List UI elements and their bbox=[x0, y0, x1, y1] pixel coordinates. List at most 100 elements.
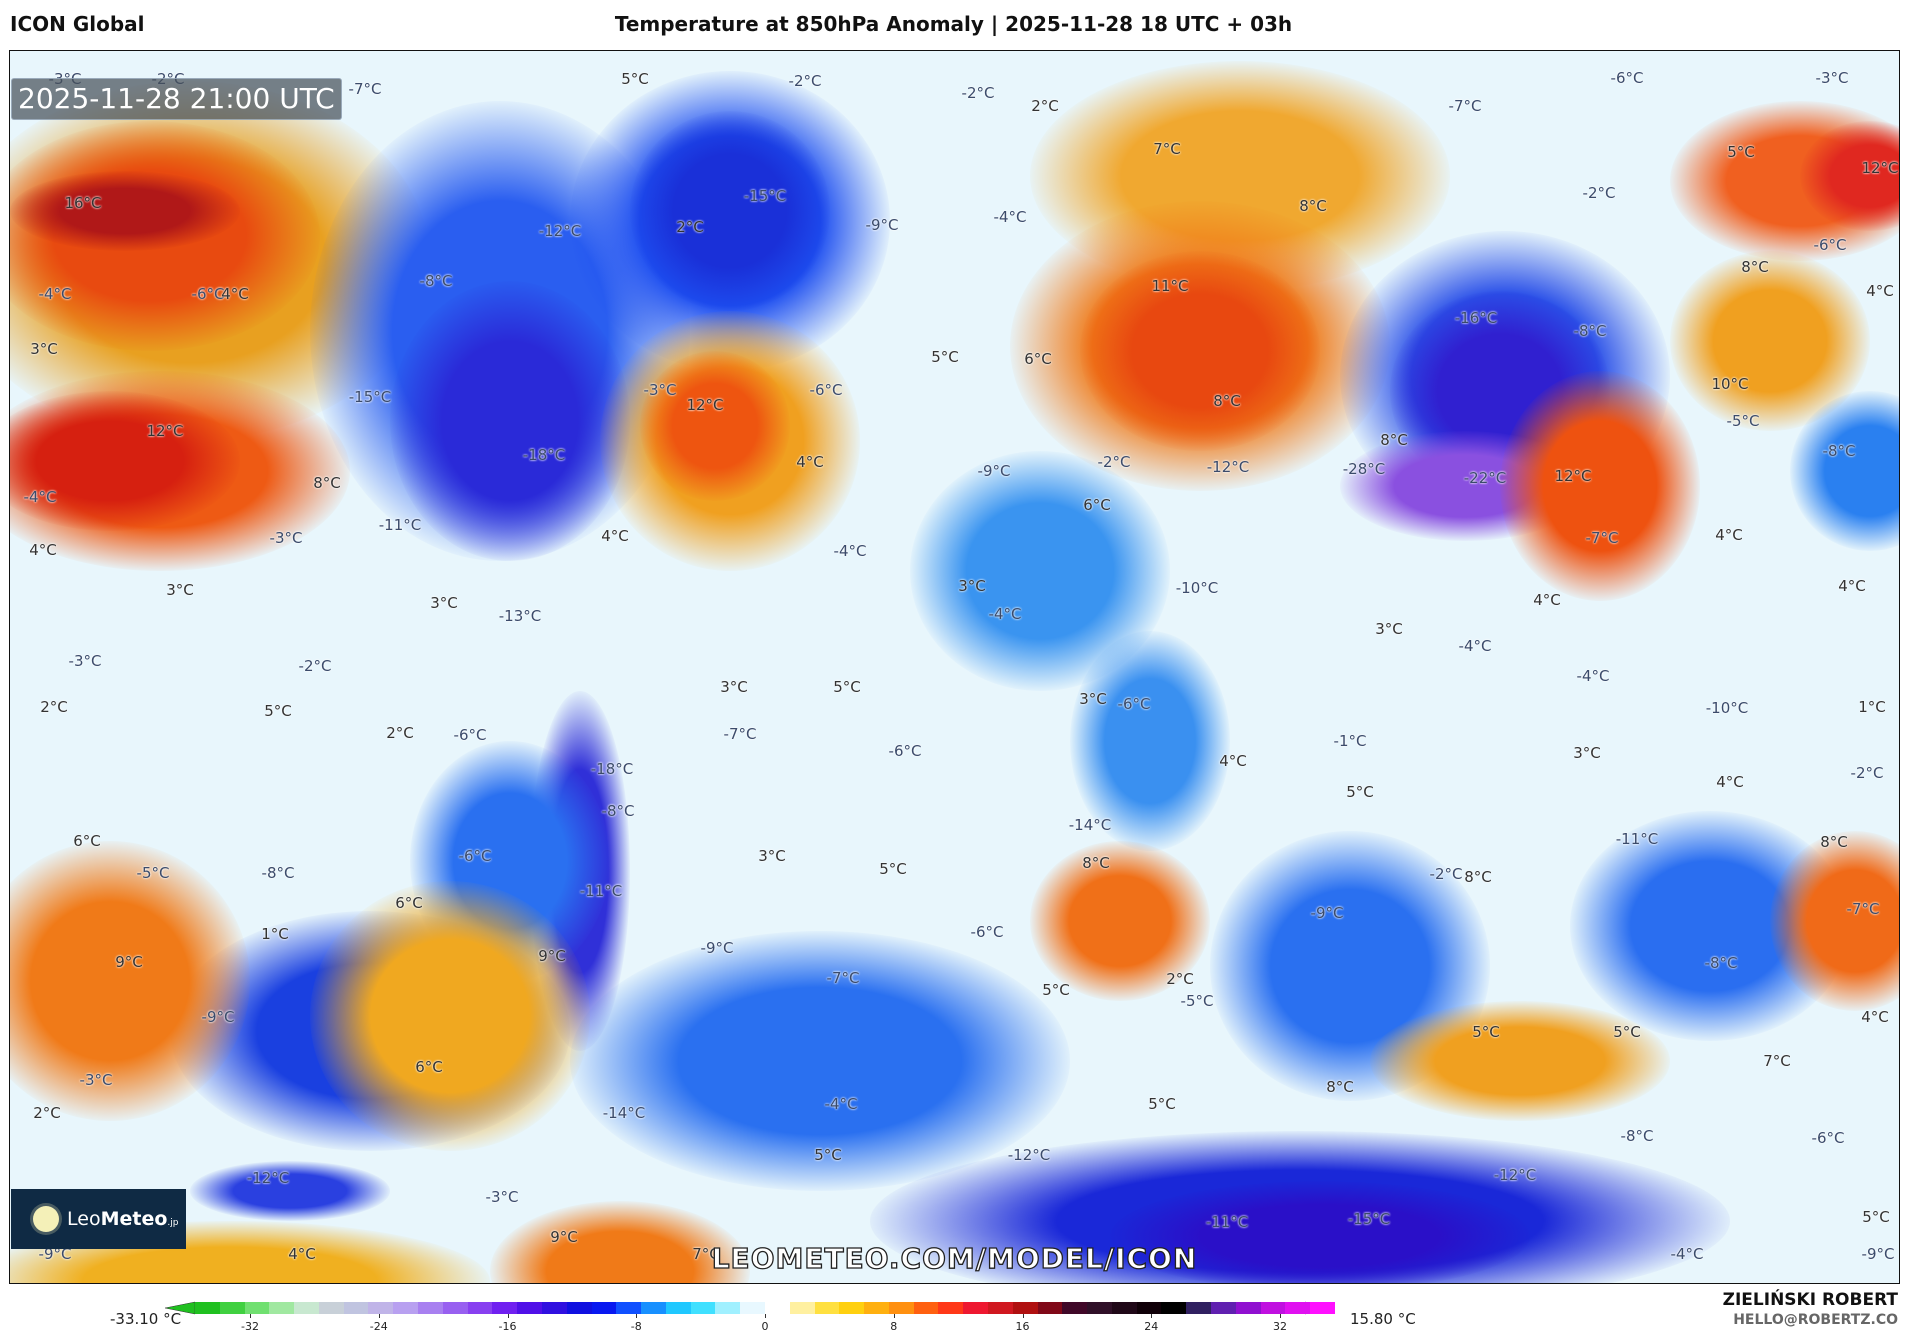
temperature-label: 2°C bbox=[676, 218, 704, 236]
temperature-label: -15°C bbox=[743, 187, 787, 205]
temperature-label: 4°C bbox=[288, 1245, 316, 1263]
temperature-label: 3°C bbox=[958, 577, 986, 595]
temperature-label: -16°C bbox=[1454, 309, 1498, 327]
temperature-label: 5°C bbox=[1613, 1023, 1641, 1041]
temperature-label: -2°C bbox=[788, 72, 822, 90]
temperature-label: -8°C bbox=[1573, 322, 1607, 340]
temperature-label: 16°C bbox=[64, 194, 102, 212]
anomaly-region bbox=[1010, 201, 1390, 491]
temperature-label: -28°C bbox=[1342, 460, 1386, 478]
anomaly-region bbox=[190, 1161, 390, 1221]
temperature-label: -15°C bbox=[1347, 1210, 1391, 1228]
temperature-label: -4°C bbox=[988, 605, 1022, 623]
temperature-label: 5°C bbox=[1346, 783, 1374, 801]
anomaly-region bbox=[1370, 1001, 1670, 1121]
temperature-label: 4°C bbox=[1716, 773, 1744, 791]
temperature-label: -8°C bbox=[1704, 954, 1738, 972]
temperature-label: 2°C bbox=[386, 724, 414, 742]
temperature-label: -9°C bbox=[201, 1008, 235, 1026]
colorbar-swatch bbox=[938, 1302, 964, 1314]
colorbar-tick-mark bbox=[507, 1314, 509, 1318]
temperature-label: -3°C bbox=[643, 381, 677, 399]
colorbar-swatch bbox=[1087, 1302, 1112, 1314]
colorbar-swatch bbox=[368, 1302, 394, 1314]
anomaly-region bbox=[1670, 251, 1870, 431]
colorbar-swatches bbox=[195, 1302, 1335, 1314]
temperature-label: 8°C bbox=[1820, 833, 1848, 851]
temperature-label: 2°C bbox=[40, 698, 68, 716]
temperature-label: 5°C bbox=[264, 702, 292, 720]
colorbar-swatch bbox=[665, 1302, 691, 1314]
colorbar-swatch bbox=[1186, 1302, 1212, 1314]
temperature-anomaly-map[interactable]: -3°C -2°C -7°C 5°C -2°C -2°C 2°C 7°C -7°C -6°C -3°… bbox=[9, 50, 1900, 1284]
temperature-label: -4°C bbox=[833, 542, 867, 560]
temperature-label: -4°C bbox=[824, 1095, 858, 1113]
temperature-label: -2°C bbox=[961, 84, 995, 102]
temperature-label: 8°C bbox=[1082, 854, 1110, 872]
temperature-label: 4°C bbox=[1861, 1008, 1889, 1026]
colorbar-swatch bbox=[1161, 1302, 1187, 1314]
colorbar-swatch bbox=[988, 1302, 1013, 1314]
temperature-label: 3°C bbox=[1375, 620, 1403, 638]
author-email[interactable]: HELLO@ROBERTZ.CO bbox=[1733, 1312, 1898, 1328]
anomaly-region bbox=[310, 101, 690, 561]
temperature-label: 8°C bbox=[1326, 1078, 1354, 1096]
anomaly-region bbox=[410, 741, 610, 981]
temperature-label: 6°C bbox=[73, 832, 101, 850]
colorbar-tick-label: 16 bbox=[1015, 1320, 1030, 1333]
temperature-label: -12°C bbox=[538, 222, 582, 240]
anomaly-region bbox=[1570, 811, 1850, 1041]
anomaly-region bbox=[1770, 831, 1899, 1011]
anomaly-region bbox=[1670, 101, 1899, 261]
temperature-label: 1°C bbox=[261, 925, 289, 943]
colorbar-swatch bbox=[318, 1302, 344, 1314]
colorbar-swatch bbox=[467, 1302, 493, 1314]
temperature-label: 12°C bbox=[1554, 467, 1592, 485]
colorbar-swatch bbox=[864, 1302, 889, 1314]
valid-time-badge: 2025-11-28 21:00 UTC bbox=[11, 78, 342, 120]
temperature-label: -6°C bbox=[1811, 1129, 1845, 1147]
colorbar-tick-mark bbox=[636, 1314, 638, 1318]
colorbar-swatch bbox=[764, 1302, 790, 1314]
temperature-label: 5°C bbox=[1727, 143, 1755, 161]
temperature-label: -6°C bbox=[1610, 69, 1644, 87]
temperature-label: 4°C bbox=[221, 285, 249, 303]
anomaly-region bbox=[1790, 391, 1899, 551]
temperature-label: -18°C bbox=[522, 446, 566, 464]
anomaly-region bbox=[10, 171, 240, 251]
temperature-label: 9°C bbox=[538, 947, 566, 965]
temperature-label: 6°C bbox=[395, 894, 423, 912]
leometeo-logo[interactable]: LeoMeteo.jp bbox=[11, 1189, 186, 1249]
anomaly-region bbox=[170, 911, 570, 1151]
temperature-label: -9°C bbox=[38, 1245, 72, 1263]
colorbar-swatch bbox=[1260, 1302, 1286, 1314]
temperature-label: -6°C bbox=[809, 381, 843, 399]
temperature-label: 5°C bbox=[814, 1146, 842, 1164]
colorbar-swatch bbox=[740, 1302, 765, 1314]
temperature-label: 8°C bbox=[313, 474, 341, 492]
colorbar-swatch bbox=[1111, 1302, 1137, 1314]
temperature-label: -8°C bbox=[1620, 1127, 1654, 1145]
temperature-label: -11°C bbox=[378, 516, 422, 534]
watermark: LEOMETEO.COM/MODEL/ICON bbox=[711, 1241, 1198, 1275]
colorbar-swatch bbox=[1037, 1302, 1063, 1314]
temperature-label: 8°C bbox=[1213, 392, 1241, 410]
colorbar-swatch bbox=[294, 1302, 319, 1314]
anomaly-region bbox=[310, 881, 590, 1151]
temperature-label: 5°C bbox=[1862, 1208, 1890, 1226]
temperature-label: 8°C bbox=[1380, 431, 1408, 449]
colorbar-swatch bbox=[1285, 1302, 1311, 1314]
temperature-label: 3°C bbox=[1079, 690, 1107, 708]
temperature-label: -5°C bbox=[1726, 412, 1760, 430]
temperature-label: 5°C bbox=[1042, 981, 1070, 999]
temperature-label: 3°C bbox=[166, 581, 194, 599]
sun-icon bbox=[33, 1206, 59, 1232]
temperature-label: -7°C bbox=[826, 969, 860, 987]
colorbar-swatch bbox=[541, 1302, 567, 1314]
colorbar-swatch bbox=[195, 1302, 220, 1314]
anomaly-region bbox=[1030, 61, 1450, 291]
colorbar-swatch bbox=[591, 1302, 617, 1314]
temperature-label: 2°C bbox=[33, 1104, 61, 1122]
temperature-label: 8°C bbox=[1464, 868, 1492, 886]
temperature-label: 6°C bbox=[1024, 350, 1052, 368]
